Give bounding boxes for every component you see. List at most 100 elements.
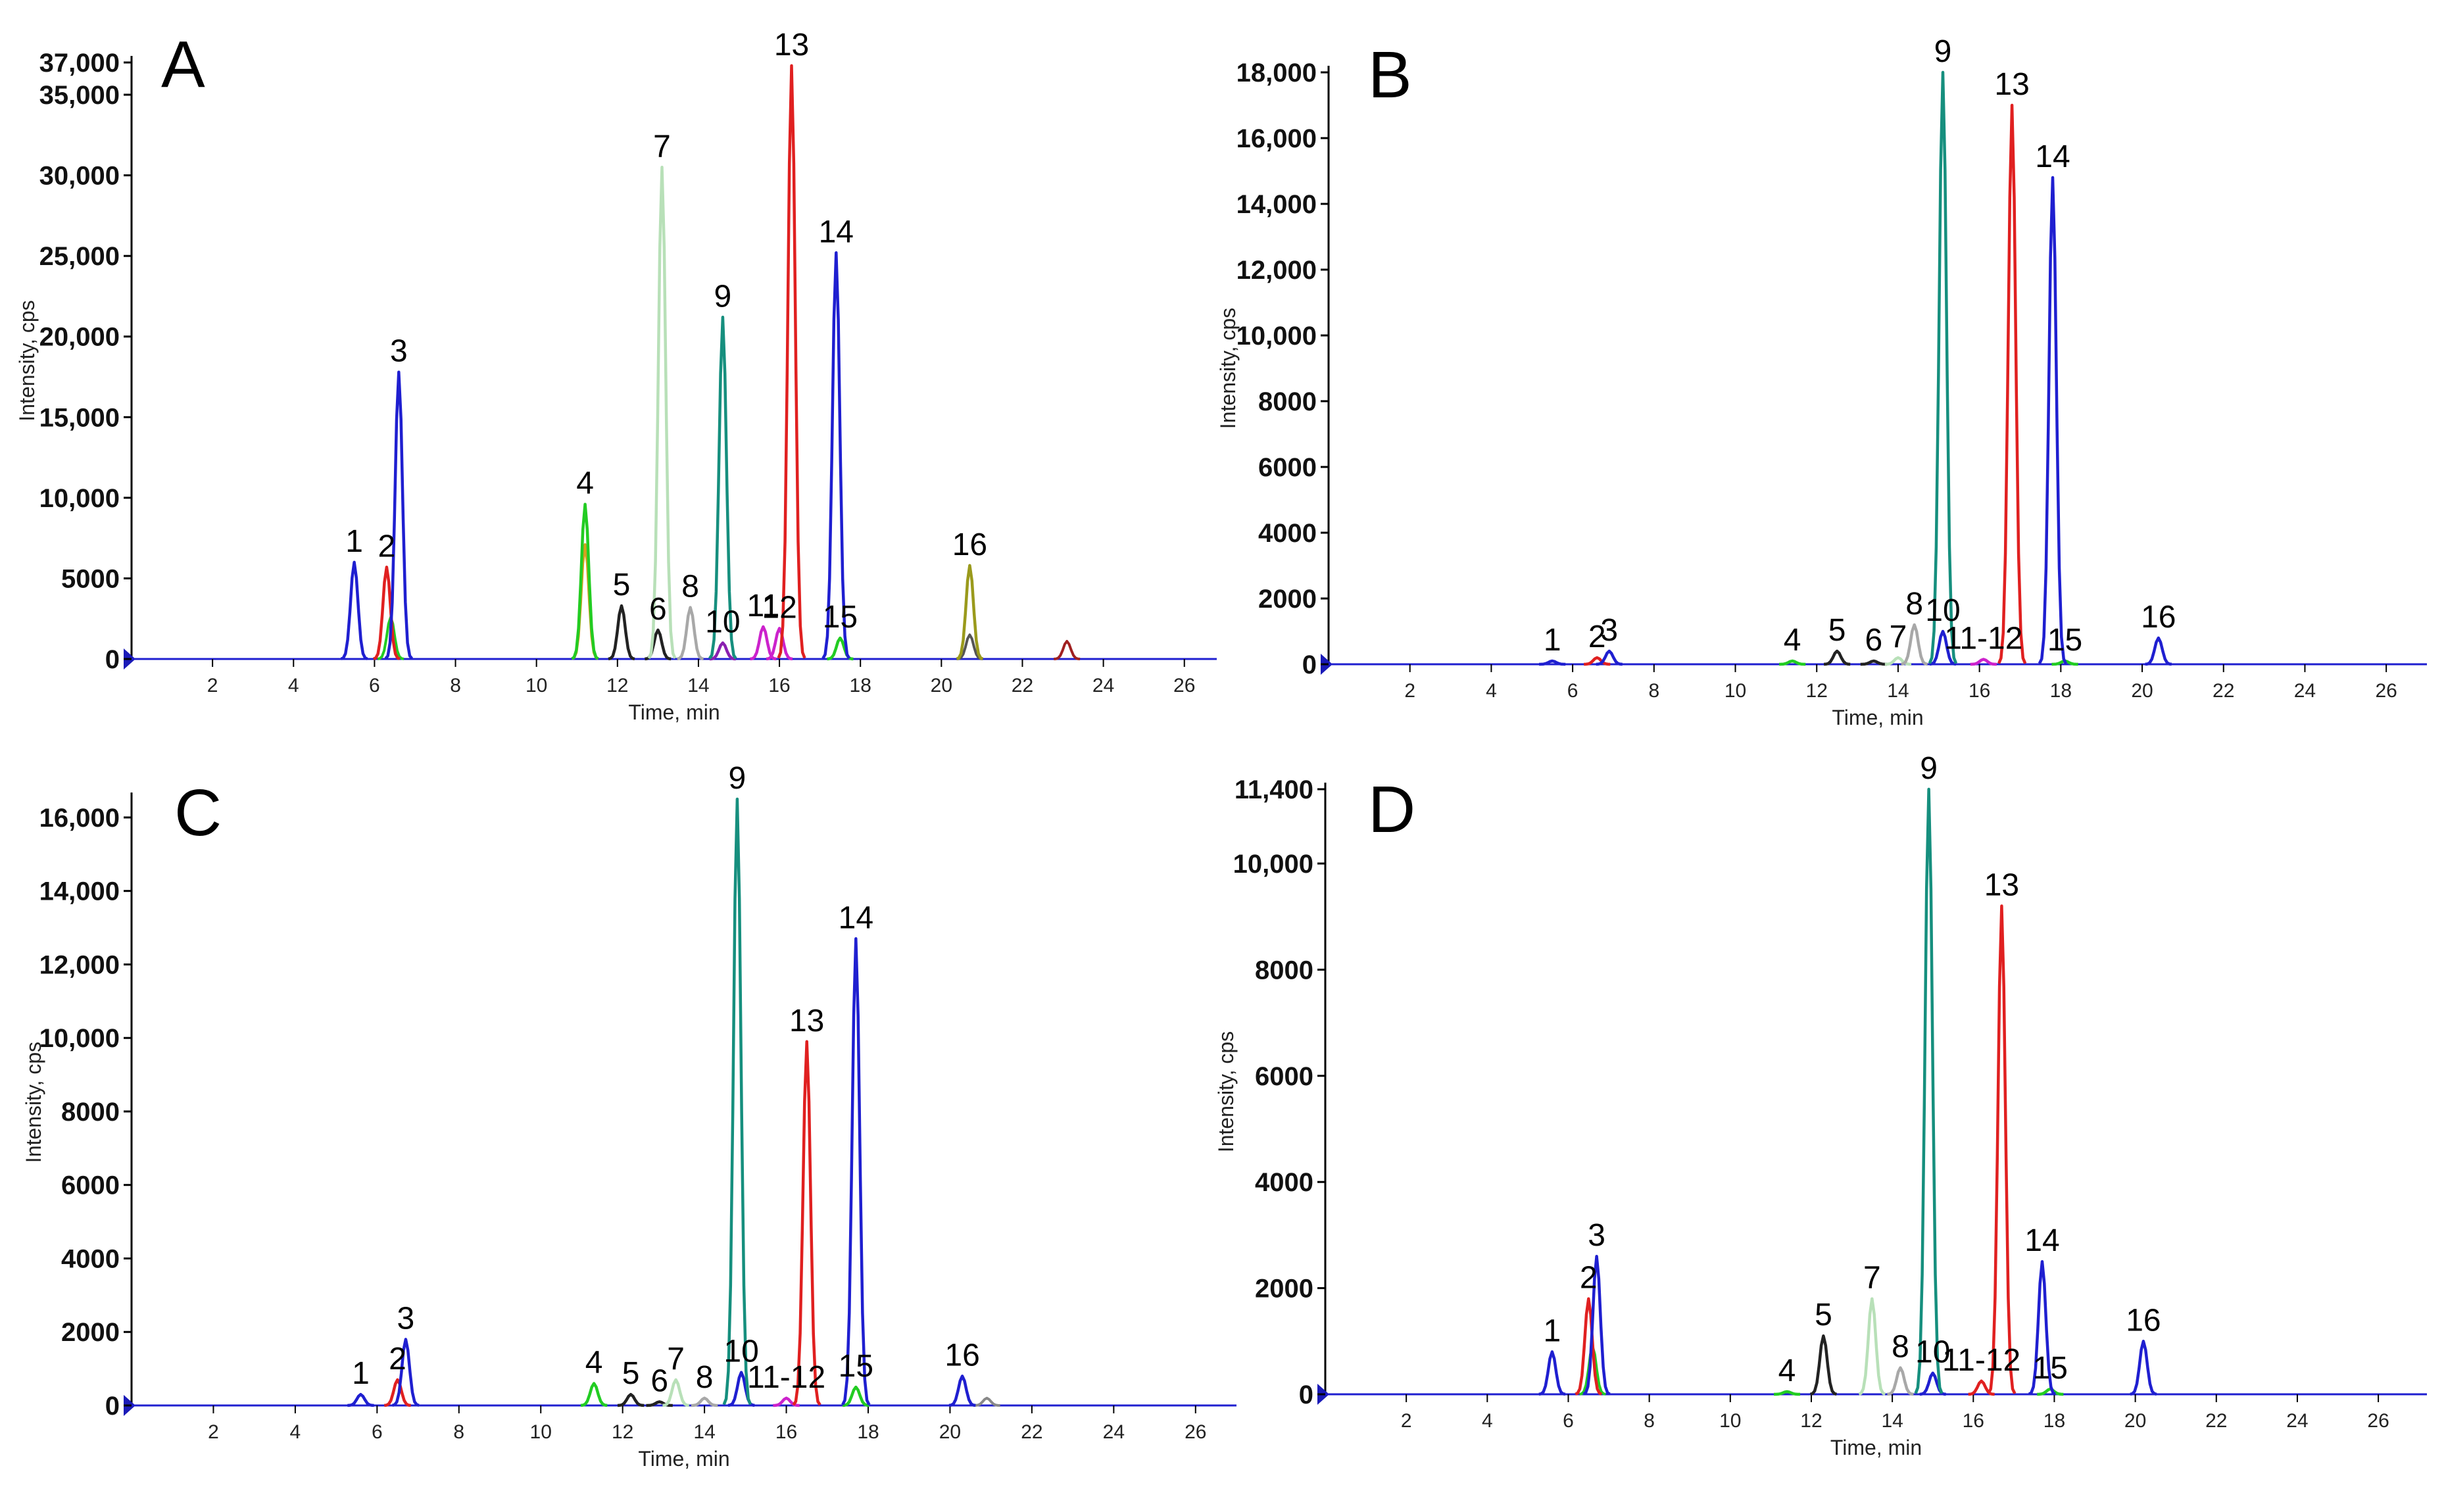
peak-label: 4 (576, 466, 594, 501)
peak-11 (750, 625, 777, 661)
x-tick-label: 2 (207, 675, 218, 696)
y-tick-label: 16,000 (39, 804, 120, 833)
peak-9 (1914, 787, 1944, 1394)
peak-label: 8 (1905, 587, 1923, 622)
peak-label: 4 (585, 1345, 603, 1380)
y-axis-title: Intensity, cps (1216, 308, 1240, 429)
panel-letter: D (1368, 773, 1415, 846)
peak-3 (1596, 649, 1623, 666)
peak-7 (647, 166, 677, 659)
peak-label: 16 (2126, 1303, 2161, 1338)
x-tick-label: 6 (369, 675, 380, 696)
peak-8 (1887, 1366, 1914, 1396)
peak-label: 5 (1828, 613, 1846, 648)
panel-b: 0 2000 4000 6000 8000 10,000 12,000 14,000 16,00… (1216, 34, 2427, 729)
peak-1 (347, 1392, 374, 1407)
peak-2 (373, 566, 401, 660)
y-tick-label: 14,000 (39, 877, 120, 906)
peak-label: 14 (819, 214, 854, 249)
y-tick-label: 35,000 (39, 81, 120, 110)
x-tick-label: 4 (288, 675, 299, 696)
y-tick-label: 8000 (1258, 387, 1317, 416)
y-tick-label: 2000 (61, 1318, 120, 1347)
x-tick-label: 14 (693, 1421, 715, 1443)
y-tick-label: 2000 (1258, 585, 1317, 614)
y-axis-title: Intensity, cps (15, 300, 39, 421)
y-tick-label: 8000 (61, 1098, 120, 1127)
peak-5 (617, 1392, 645, 1407)
y-tick-label: 4000 (1258, 519, 1317, 548)
peak-15 (842, 1385, 869, 1407)
peak-label: 7 (653, 129, 671, 164)
x-axis-title: Time, min (638, 1447, 729, 1471)
peak-13 (1997, 103, 2027, 664)
peak-label: 14 (2035, 139, 2070, 174)
peak-4 (1779, 659, 1806, 666)
peak-3 (392, 1338, 420, 1407)
peak-label: 9 (714, 279, 732, 314)
x-tick-label: 10 (1719, 1410, 1741, 1432)
y-tick-label: 14,000 (1236, 190, 1317, 219)
x-tick-label: 18 (2043, 1410, 2065, 1432)
peak-14 (2028, 1259, 2057, 1396)
peak-9 (708, 316, 737, 660)
peak-label: 13 (1984, 868, 2019, 903)
x-tick-label: 18 (850, 675, 871, 696)
peak-2 (1584, 656, 1611, 666)
peak-label: 15 (2033, 1351, 2068, 1386)
y-tick-label: 18,000 (1236, 59, 1317, 87)
peak-13 (1987, 904, 2017, 1394)
peak-label: 4 (1778, 1353, 1796, 1388)
peak-label: 6 (650, 1363, 668, 1398)
peak-label: 2 (1588, 620, 1606, 654)
peak-10 (1929, 629, 1957, 666)
peak-label: 8 (681, 570, 699, 604)
y-tick-label: 0 (105, 1392, 120, 1421)
y-tick-label: 2000 (1255, 1275, 1313, 1304)
peak-5 (608, 604, 635, 661)
x-tick-label: 4 (1486, 680, 1497, 702)
x-tick-label: 24 (1092, 675, 1114, 696)
x-axis-title: Time, min (1832, 706, 1923, 729)
x-tick-label: 18 (2050, 680, 2072, 702)
y-tick-label: 10,000 (1233, 850, 1313, 879)
peak-label: 8 (696, 1360, 714, 1395)
x-tick-label: 2 (1401, 1410, 1412, 1432)
peak-6 (646, 1400, 673, 1407)
peak-13 (792, 1040, 821, 1406)
x-tick-label: 16 (775, 1421, 797, 1443)
x-tick-label: 8 (1648, 680, 1659, 702)
peak-9 (722, 797, 752, 1405)
x-tick-label: 26 (2375, 680, 2397, 702)
x-tick-label: 6 (372, 1421, 383, 1443)
peak-label: 13 (789, 1004, 824, 1038)
x-tick-label: 16 (1969, 680, 1990, 702)
peak-label: 5 (1815, 1298, 1832, 1332)
y-tick-label: 0 (1302, 650, 1317, 679)
y-tick-label: 8000 (1255, 956, 1313, 985)
peak-label: 2 (389, 1342, 406, 1377)
peak-2 (384, 1378, 411, 1407)
x-tick-label: 20 (939, 1421, 961, 1443)
peak-16 (2145, 636, 2172, 666)
peak-5 (1809, 1334, 1837, 1396)
x-tick-label: 8 (1644, 1410, 1655, 1432)
peak-label: 12 (762, 590, 796, 625)
y-tick-label: 6000 (61, 1171, 120, 1200)
x-tick-label: 22 (1021, 1421, 1042, 1443)
peak-8 (1901, 623, 1928, 666)
peak-label: 9 (729, 761, 746, 796)
y-tick-label: 4000 (61, 1244, 120, 1273)
y-tick-label: 12,000 (1236, 256, 1317, 285)
x-tick-label: 24 (1103, 1421, 1125, 1443)
x-tick-label: 10 (526, 675, 547, 696)
x-tick-label: 16 (1963, 1410, 1984, 1432)
peak-label: 4 (1784, 623, 1801, 658)
peak-label: 15 (839, 1349, 873, 1384)
peak-label: 3 (397, 1301, 415, 1336)
x-tick-label: 4 (1482, 1410, 1493, 1432)
peak-10 (709, 641, 737, 661)
